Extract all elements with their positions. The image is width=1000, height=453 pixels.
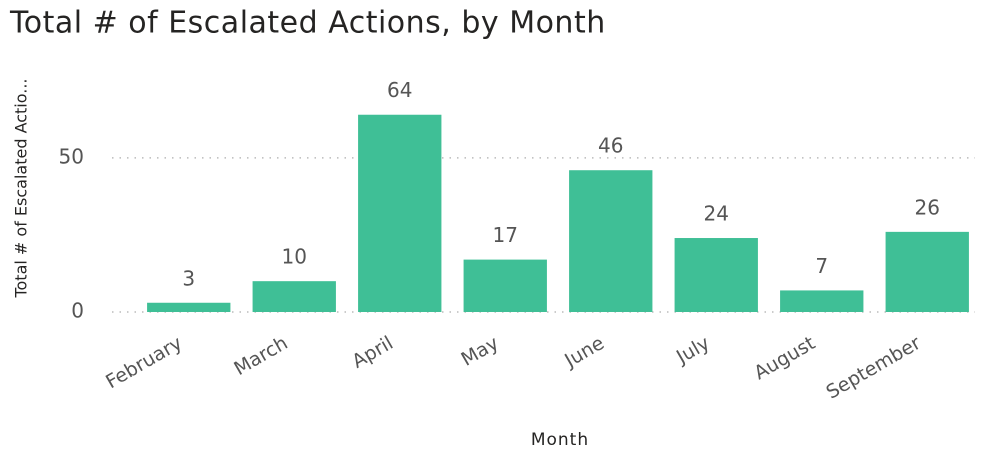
y-tick-label: 50 bbox=[59, 144, 84, 168]
bar bbox=[885, 231, 969, 312]
y-axis-label: Total # of Escalated Actio... bbox=[12, 78, 31, 298]
bar bbox=[674, 238, 758, 312]
data-label: 46 bbox=[598, 134, 623, 158]
data-label: 17 bbox=[493, 223, 518, 247]
x-tick-label: June bbox=[560, 332, 608, 372]
x-tick-label: April bbox=[348, 332, 397, 373]
data-label: 24 bbox=[704, 202, 729, 226]
x-tick-label: September bbox=[823, 332, 925, 404]
x-axis-label: Month bbox=[531, 430, 589, 450]
data-label: 7 bbox=[815, 254, 828, 278]
chart-title: Total # of Escalated Actions, by Month bbox=[9, 6, 606, 41]
y-tick-label: 0 bbox=[71, 299, 84, 323]
x-tick-label: March bbox=[230, 332, 291, 380]
bar bbox=[780, 290, 864, 312]
bar bbox=[147, 302, 231, 312]
x-tick-label: August bbox=[750, 332, 819, 384]
bar bbox=[252, 281, 336, 312]
data-label: 26 bbox=[915, 195, 940, 219]
data-label: 64 bbox=[387, 78, 412, 102]
data-label: 10 bbox=[282, 245, 307, 269]
bar bbox=[358, 114, 442, 313]
x-tick-label: May bbox=[457, 332, 502, 371]
bar bbox=[569, 170, 653, 312]
x-tick-label: July bbox=[672, 332, 713, 369]
x-tick-label: February bbox=[102, 332, 186, 393]
data-label: 3 bbox=[182, 266, 195, 290]
bar bbox=[463, 259, 547, 312]
